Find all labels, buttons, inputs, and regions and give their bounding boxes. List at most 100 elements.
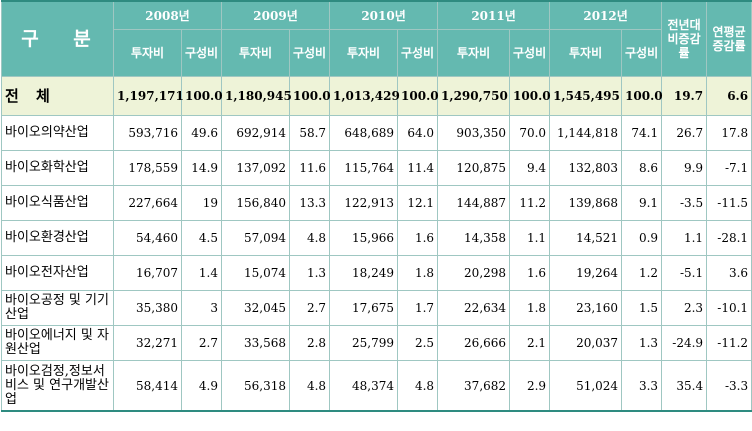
cell: 4.9 <box>180 360 223 412</box>
cell: 20,037 <box>549 325 623 361</box>
cell: 15,074 <box>221 255 291 291</box>
cell: 54,460 <box>113 220 182 256</box>
cell: 4.8 <box>397 360 439 412</box>
cell: 100.0 <box>180 76 223 116</box>
cell: 1.3 <box>621 325 663 361</box>
cell: 35,380 <box>113 290 182 326</box>
cell: 9.1 <box>621 185 663 221</box>
cell: 2.9 <box>509 360 551 412</box>
header-year: 2009년 <box>221 0 331 30</box>
cell: 20,298 <box>437 255 511 291</box>
header-share: 구성비 <box>397 29 439 77</box>
header-share: 구성비 <box>289 29 331 77</box>
cell: 2.8 <box>289 325 331 361</box>
cell: 19 <box>180 185 223 221</box>
cell: -11.5 <box>706 185 752 221</box>
cell: 100.0 <box>289 76 331 116</box>
header-share: 구성비 <box>621 29 663 77</box>
cell: 0.9 <box>621 220 663 256</box>
cell: 17.8 <box>706 115 752 151</box>
cell: 903,350 <box>437 115 511 151</box>
cell: -28.1 <box>706 220 752 256</box>
cell: 2.3 <box>661 290 708 326</box>
cell: 100.0 <box>621 76 663 116</box>
cell: 2.1 <box>509 325 551 361</box>
cell: 14,521 <box>549 220 623 256</box>
cell: 139,868 <box>549 185 623 221</box>
header-share: 구성비 <box>509 29 551 77</box>
cell: 3.6 <box>706 255 752 291</box>
cell: 4.8 <box>289 360 331 412</box>
cell: 6.6 <box>706 76 752 116</box>
table-row: 바이오검정,정보서비스 및 연구개발산업 58,414 4.9 56,318 4… <box>1 360 752 412</box>
cell: 1.1 <box>509 220 551 256</box>
cell: 17,675 <box>329 290 399 326</box>
cell: 120,875 <box>437 150 511 186</box>
header-year: 2012년 <box>549 0 663 30</box>
cell: 137,092 <box>221 150 291 186</box>
cell: 593,716 <box>113 115 182 151</box>
cell: 18,249 <box>329 255 399 291</box>
cell: -3.3 <box>706 360 752 412</box>
cell: 2.7 <box>289 290 331 326</box>
cell: -11.2 <box>706 325 752 361</box>
cell: 115,764 <box>329 150 399 186</box>
cell: 1.8 <box>397 255 439 291</box>
cell: 4.8 <box>289 220 331 256</box>
cell: 32,045 <box>221 290 291 326</box>
row-label: 바이오검정,정보서비스 및 연구개발산업 <box>1 360 114 412</box>
cell: 1,144,818 <box>549 115 623 151</box>
cell: 58.7 <box>289 115 331 151</box>
cell: 1,197,171 <box>113 76 184 116</box>
cell: 692,914 <box>221 115 291 151</box>
cell: 14,358 <box>437 220 511 256</box>
table-row: 바이오환경산업 54,460 4.5 57,094 4.8 15,966 1.6… <box>1 220 752 256</box>
cell: 178,559 <box>113 150 182 186</box>
header-invest: 투자비 <box>329 29 399 77</box>
cell: 74.1 <box>621 115 663 151</box>
table-row: 바이오공정 및 기기산업 35,380 3 32,045 2.7 17,675 … <box>1 290 752 326</box>
table-row: 바이오식품산업 227,664 19 156,840 13.3 122,913 … <box>1 185 752 221</box>
cell: 156,840 <box>221 185 291 221</box>
cell: 1.3 <box>289 255 331 291</box>
cell: 26,666 <box>437 325 511 361</box>
header-invest: 투자비 <box>221 29 291 77</box>
cell: 132,803 <box>549 150 623 186</box>
table-row: 바이오화학산업 178,559 14.9 137,092 11.6 115,76… <box>1 150 752 186</box>
cell: -7.1 <box>706 150 752 186</box>
row-label: 바이오에너지 및 자원산업 <box>1 325 114 361</box>
cell: 100.0 <box>397 76 439 116</box>
row-label: 바이오의약산업 <box>1 115 114 151</box>
header-cagr: 연평균증감률 <box>706 0 752 77</box>
cell: 4.5 <box>180 220 223 256</box>
cell: 49.6 <box>180 115 223 151</box>
cell: 1.5 <box>621 290 663 326</box>
cell: -24.9 <box>661 325 708 361</box>
cell: 100.0 <box>509 76 551 116</box>
header-category: 구 분 <box>1 0 114 77</box>
cell: 32,271 <box>113 325 182 361</box>
header-invest: 투자비 <box>437 29 511 77</box>
header-invest: 투자비 <box>113 29 182 77</box>
cell: 8.6 <box>621 150 663 186</box>
table-row: 바이오에너지 및 자원산업 32,271 2.7 33,568 2.8 25,7… <box>1 325 752 361</box>
cell: 122,913 <box>329 185 399 221</box>
cell: 2.7 <box>180 325 223 361</box>
row-label: 바이오전자산업 <box>1 255 114 291</box>
cell: -10.1 <box>706 290 752 326</box>
cell: 19.7 <box>661 76 708 116</box>
cell: 57,094 <box>221 220 291 256</box>
cell: 648,689 <box>329 115 399 151</box>
row-label: 바이오환경산업 <box>1 220 114 256</box>
cell: 19,264 <box>549 255 623 291</box>
cell: 15,966 <box>329 220 399 256</box>
cell: 11.4 <box>397 150 439 186</box>
cell: 48,374 <box>329 360 399 412</box>
cell: 70.0 <box>509 115 551 151</box>
cell: -3.5 <box>661 185 708 221</box>
cell: 58,414 <box>113 360 182 412</box>
cell: 12.1 <box>397 185 439 221</box>
cell: 26.7 <box>661 115 708 151</box>
cell: 2.5 <box>397 325 439 361</box>
cell: -5.1 <box>661 255 708 291</box>
